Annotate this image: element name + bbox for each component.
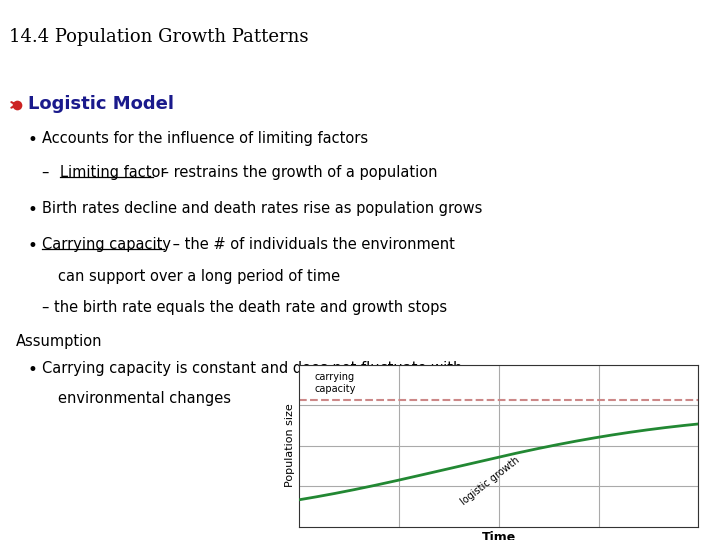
Text: Birth rates decline and death rates rise as population grows: Birth rates decline and death rates rise…: [42, 201, 482, 216]
Text: Carrying capacity is constant and does not fluctuate with: Carrying capacity is constant and does n…: [42, 361, 462, 376]
Text: carrying
capacity: carrying capacity: [315, 372, 356, 394]
Text: •: •: [28, 237, 38, 255]
Text: •: •: [28, 131, 38, 149]
Text: – the # of individuals the environment: – the # of individuals the environment: [168, 237, 455, 252]
Text: •: •: [28, 201, 38, 219]
Text: can support over a long period of time: can support over a long period of time: [58, 269, 340, 284]
Y-axis label: Population size: Population size: [284, 403, 294, 488]
Text: Assumption: Assumption: [16, 334, 102, 349]
Text: logistic growth: logistic growth: [459, 455, 521, 507]
Text: Carrying capacity: Carrying capacity: [42, 237, 171, 252]
Text: Logistic Model: Logistic Model: [28, 95, 174, 113]
X-axis label: Time: Time: [482, 531, 516, 540]
Text: – the birth rate equals the death rate and growth stops: – the birth rate equals the death rate a…: [42, 300, 447, 315]
Text: – restrains the growth of a population: – restrains the growth of a population: [157, 165, 438, 180]
Text: Limiting factor: Limiting factor: [60, 165, 166, 180]
Text: environmental changes: environmental changes: [58, 391, 231, 406]
Text: 14.4 Population Growth Patterns: 14.4 Population Growth Patterns: [9, 28, 309, 46]
Text: •: •: [28, 361, 38, 379]
Text: –: –: [42, 165, 58, 180]
Text: Accounts for the influence of limiting factors: Accounts for the influence of limiting f…: [42, 131, 368, 146]
